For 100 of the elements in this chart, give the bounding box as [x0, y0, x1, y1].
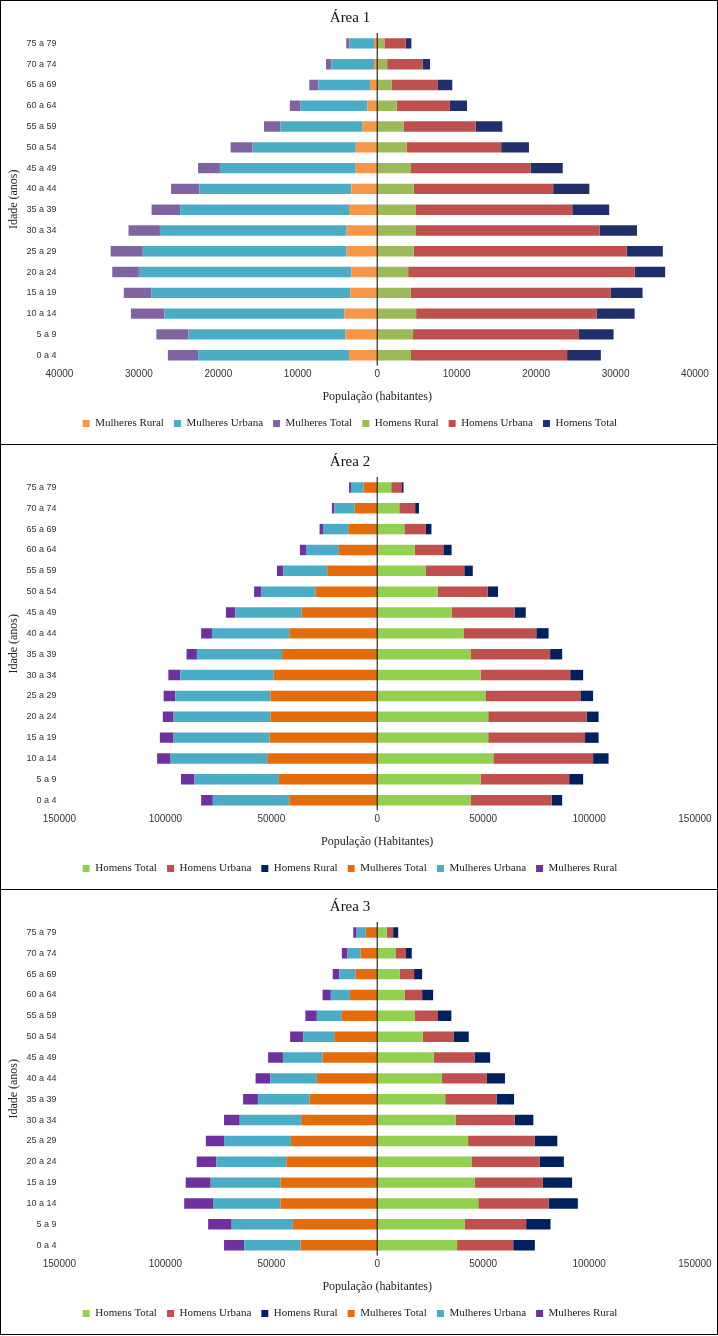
bar	[410, 350, 568, 361]
bar	[548, 1198, 578, 1209]
bar	[355, 968, 378, 980]
bar	[270, 1073, 317, 1084]
bar	[488, 732, 586, 743]
bar	[468, 1135, 535, 1147]
bar	[377, 1135, 469, 1147]
bar	[305, 1010, 317, 1022]
y-tick-label: 50 a 54	[26, 1031, 57, 1042]
bar	[185, 1177, 211, 1188]
bar	[377, 1031, 423, 1042]
bar	[225, 607, 236, 618]
bar	[180, 204, 350, 215]
bar	[542, 1177, 573, 1188]
bar	[322, 523, 349, 535]
legend-label: Mulheres Total	[360, 861, 427, 874]
legend-label: Mulheres Total	[360, 1306, 427, 1319]
bar	[410, 287, 611, 299]
bar	[475, 121, 503, 132]
bar	[355, 162, 378, 174]
bar	[346, 38, 350, 49]
bar	[356, 927, 366, 938]
y-tick-label: 60 a 64	[26, 100, 57, 111]
legend-label: Homens Urbana	[179, 1306, 252, 1319]
bar	[586, 711, 599, 722]
bar	[164, 308, 345, 319]
bar	[188, 329, 346, 340]
bar	[406, 948, 412, 959]
bar	[322, 989, 331, 1001]
legend-label: Homens Urbana	[179, 861, 252, 874]
bar	[370, 79, 378, 91]
x-tick-label: 30000	[124, 368, 154, 380]
bar	[377, 1198, 479, 1209]
bar	[351, 183, 378, 195]
bar	[391, 482, 402, 493]
y-tick-label: 55 a 59	[26, 121, 57, 132]
bar	[198, 350, 350, 361]
y-axis-title: Idade (anos)	[6, 1058, 21, 1119]
y-tick-label: 10 a 14	[26, 752, 57, 763]
bar	[212, 794, 290, 806]
legend-label: Mulheres Urbana	[449, 1306, 527, 1319]
bar	[415, 225, 600, 236]
bar	[349, 989, 378, 1001]
bar	[201, 794, 213, 806]
bar	[377, 350, 411, 361]
bar	[186, 649, 197, 660]
bar	[130, 308, 165, 319]
bar	[377, 1239, 458, 1251]
x-tick-label: 0	[374, 813, 381, 825]
bar	[163, 690, 176, 702]
bar	[384, 38, 406, 49]
bar	[414, 968, 423, 980]
bar	[464, 1219, 527, 1230]
bar	[393, 927, 399, 938]
bar	[180, 669, 274, 681]
y-tick-label: 25 a 29	[26, 690, 57, 701]
bar	[451, 607, 515, 618]
y-tick-label: 15 a 19	[26, 287, 57, 298]
bar	[159, 732, 174, 743]
bar	[455, 1114, 515, 1126]
bar	[478, 1198, 549, 1209]
bar	[112, 266, 139, 278]
legend-label: Homens Total	[95, 1306, 157, 1319]
x-tick-label: 100000	[572, 813, 607, 825]
bar	[377, 607, 452, 618]
bar	[377, 100, 397, 111]
bar	[464, 565, 473, 577]
bar	[252, 142, 356, 153]
bar	[550, 649, 563, 660]
bar	[377, 204, 416, 215]
bar	[264, 121, 281, 132]
legend-label: Homens Total	[555, 416, 618, 429]
y-tick-label: 30 a 34	[26, 224, 57, 235]
legend-label: Mulheres Urbana	[449, 861, 527, 874]
x-tick-label: 0	[374, 368, 381, 380]
bar	[334, 1031, 378, 1042]
bar	[487, 586, 498, 597]
y-tick-label: 45 a 49	[26, 162, 57, 173]
bar	[257, 1094, 310, 1105]
bar	[128, 225, 160, 236]
bar	[210, 1177, 281, 1188]
bar	[408, 266, 635, 278]
bar	[377, 628, 464, 639]
bar	[377, 1114, 456, 1126]
bar	[438, 1010, 452, 1022]
x-tick-label: 40000	[681, 368, 710, 380]
y-tick-label: 70 a 74	[26, 947, 57, 958]
bar	[123, 287, 152, 299]
x-tick-label: 150000	[678, 813, 713, 825]
bar	[567, 350, 601, 361]
bar	[572, 204, 610, 215]
bar	[316, 1073, 378, 1084]
y-tick-label: 40 a 44	[26, 627, 57, 638]
x-tick-label: 0	[374, 1258, 381, 1270]
bar	[303, 1031, 335, 1042]
bar	[486, 1073, 505, 1084]
y-tick-label: 20 a 24	[26, 711, 57, 722]
bar	[470, 649, 551, 660]
bar	[377, 287, 411, 299]
bar	[255, 1073, 271, 1084]
